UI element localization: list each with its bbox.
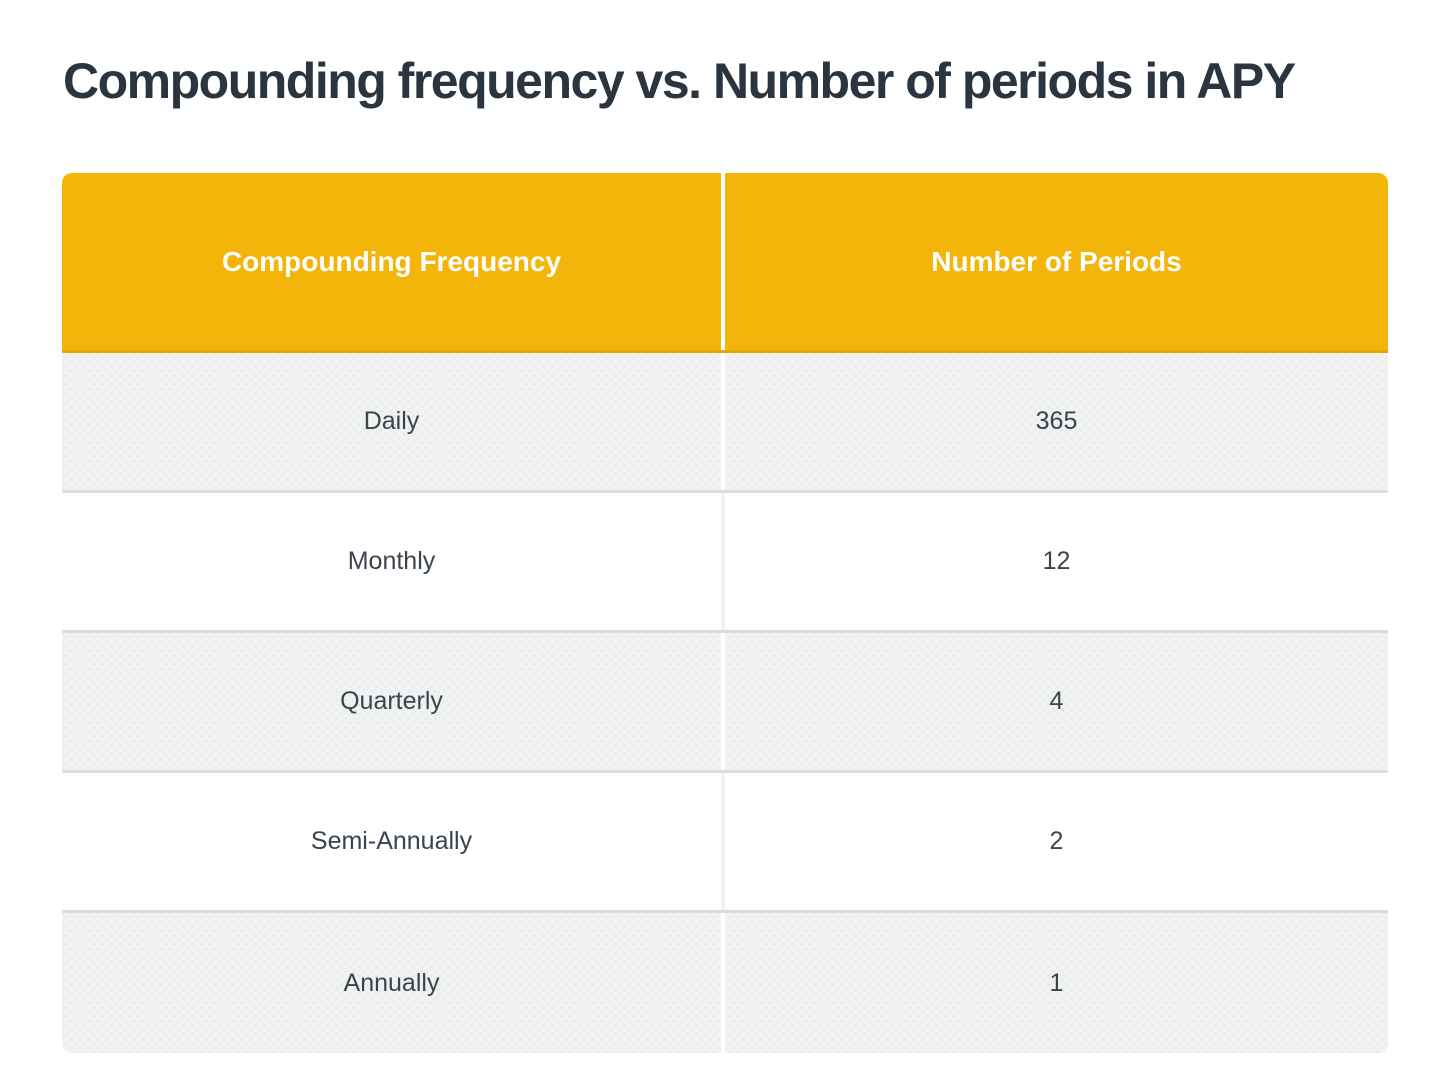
periods-value: 365 <box>1035 407 1078 435</box>
table-row-monthly: Monthly 12 <box>62 493 1388 633</box>
cell-periods: 2 <box>725 773 1388 910</box>
cell-frequency: Daily <box>62 353 725 490</box>
periods-value: 2 <box>1049 827 1064 855</box>
frequency-value: Monthly <box>347 547 436 575</box>
cell-periods: 4 <box>725 633 1388 770</box>
table-row-semi-annually: Semi-Annually 2 <box>62 773 1388 913</box>
cell-periods: 12 <box>725 493 1388 630</box>
periods-value: 1 <box>1049 968 1064 997</box>
periods-value: 4 <box>1049 687 1064 715</box>
page-title: Compounding frequency vs. Number of peri… <box>63 53 1296 109</box>
cell-frequency: Quarterly <box>62 633 725 770</box>
cell-frequency: Annually <box>62 913 725 1053</box>
frequency-value: Daily <box>363 407 420 435</box>
table-header-row: Compounding Frequency Number of Periods <box>62 173 1388 353</box>
header-label-periods: Number of Periods <box>931 245 1182 277</box>
cell-frequency: Semi-Annually <box>62 773 725 910</box>
header-label-frequency: Compounding Frequency <box>221 245 562 277</box>
table-row-daily: Daily 365 <box>62 353 1388 493</box>
cell-frequency: Monthly <box>62 493 725 630</box>
frequency-value: Quarterly <box>340 687 443 715</box>
header-cell-compounding-frequency: Compounding Frequency <box>62 173 725 350</box>
cell-periods: 365 <box>725 353 1388 490</box>
table-row-quarterly: Quarterly 4 <box>62 633 1388 773</box>
table-row-annually: Annually 1 <box>62 913 1388 1053</box>
frequency-value: Annually <box>343 968 440 997</box>
frequency-value: Semi-Annually <box>310 827 473 855</box>
cell-periods: 1 <box>725 913 1388 1053</box>
compounding-frequency-table: Compounding Frequency Number of Periods … <box>62 173 1388 1053</box>
header-cell-number-of-periods: Number of Periods <box>725 173 1388 350</box>
periods-value: 12 <box>1042 547 1071 575</box>
